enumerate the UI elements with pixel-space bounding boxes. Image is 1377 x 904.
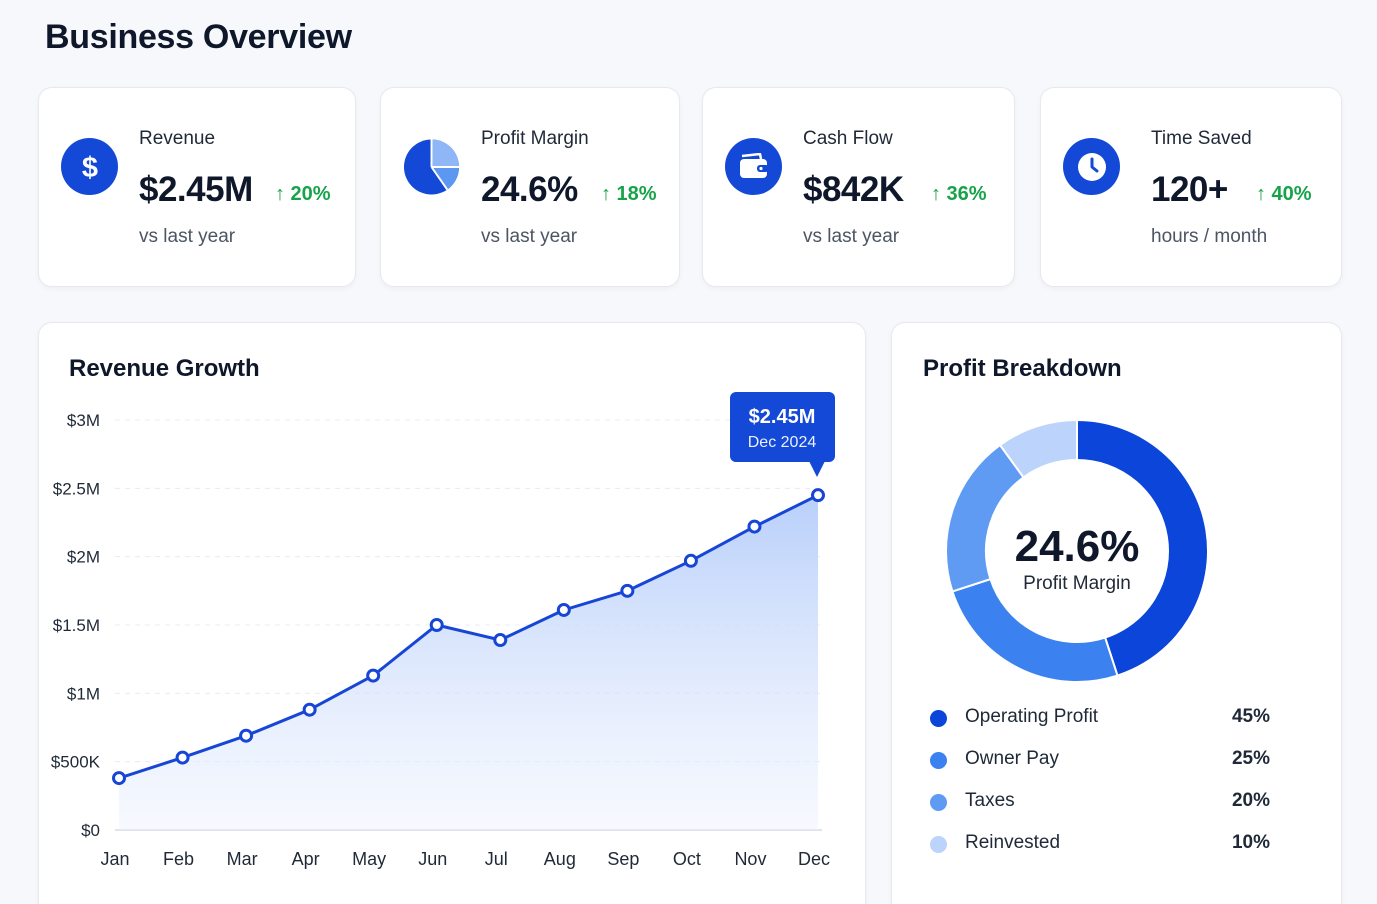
donut-center-value: 24.6% — [1015, 522, 1140, 571]
page-title: Business Overview — [45, 18, 352, 56]
legend-swatch — [930, 794, 947, 811]
kpi-card-profit-margin: Profit Margin 24.6% ↑ 18% vs last year — [380, 87, 680, 287]
dollar-icon: $ — [61, 138, 118, 195]
legend-item: Operating Profit 45% — [930, 706, 1270, 730]
profit-breakdown-panel: Profit Breakdown 24.6% Profit Margin Ope… — [891, 322, 1342, 904]
legend-item: Reinvested 10% — [930, 832, 1270, 856]
legend-item: Owner Pay 25% — [930, 748, 1270, 772]
kpi-subtext: hours / month — [1151, 226, 1268, 247]
kpi-value: 24.6% — [481, 170, 578, 209]
profit-donut-chart: 24.6% Profit Margin — [945, 418, 1209, 683]
panel-title: Profit Breakdown — [923, 355, 1122, 382]
clock-icon — [1063, 138, 1120, 195]
kpi-delta: ↑ 20% — [275, 183, 331, 205]
kpi-label: Time Saved — [1151, 128, 1252, 149]
pie-chart-icon — [403, 138, 460, 195]
svg-text:$: $ — [81, 152, 97, 182]
legend-value: 45% — [1231, 706, 1270, 727]
legend-swatch — [930, 710, 947, 727]
kpi-label: Cash Flow — [803, 128, 893, 149]
kpi-value: $842K — [803, 170, 904, 209]
kpi-value: $2.45M — [139, 170, 253, 209]
kpi-label: Profit Margin — [481, 128, 589, 149]
kpi-delta: ↑ 18% — [601, 183, 657, 205]
revenue-growth-panel: Revenue Growth — [38, 322, 866, 904]
wallet-icon — [725, 138, 782, 195]
legend-value: 25% — [1231, 748, 1270, 769]
donut-segment — [951, 577, 1119, 683]
legend-label: Operating Profit — [965, 706, 1099, 727]
donut-segment — [998, 418, 1078, 479]
donut-segments — [945, 418, 1209, 683]
kpi-card-revenue: $ Revenue $2.45M ↑ 20% vs last year — [38, 87, 356, 287]
legend-label: Reinvested — [965, 832, 1061, 853]
legend-swatch — [930, 836, 947, 853]
kpi-subtext: vs last year — [481, 226, 578, 247]
kpi-subtext: vs last year — [139, 226, 236, 247]
legend-label: Owner Pay — [965, 748, 1059, 769]
donut-center-label: Profit Margin — [1023, 573, 1131, 594]
legend-value: 20% — [1231, 790, 1270, 811]
kpi-card-cash-flow: Cash Flow $842K ↑ 36% vs last year — [702, 87, 1015, 287]
donut-segment — [1076, 418, 1209, 677]
kpi-subtext: vs last year — [803, 226, 900, 247]
kpi-value: 120+ — [1151, 170, 1228, 209]
panel-title: Revenue Growth — [69, 355, 260, 382]
kpi-delta: ↑ 36% — [931, 183, 987, 205]
kpi-card-time-saved: Time Saved 120+ ↑ 40% hours / month — [1040, 87, 1342, 287]
legend-label: Taxes — [965, 790, 1015, 811]
legend-item: Taxes 20% — [930, 790, 1270, 814]
kpi-delta: ↑ 40% — [1256, 183, 1312, 205]
legend-swatch — [930, 752, 947, 769]
kpi-label: Revenue — [139, 128, 216, 149]
legend-value: 10% — [1231, 832, 1270, 853]
donut-segment — [945, 443, 1025, 593]
